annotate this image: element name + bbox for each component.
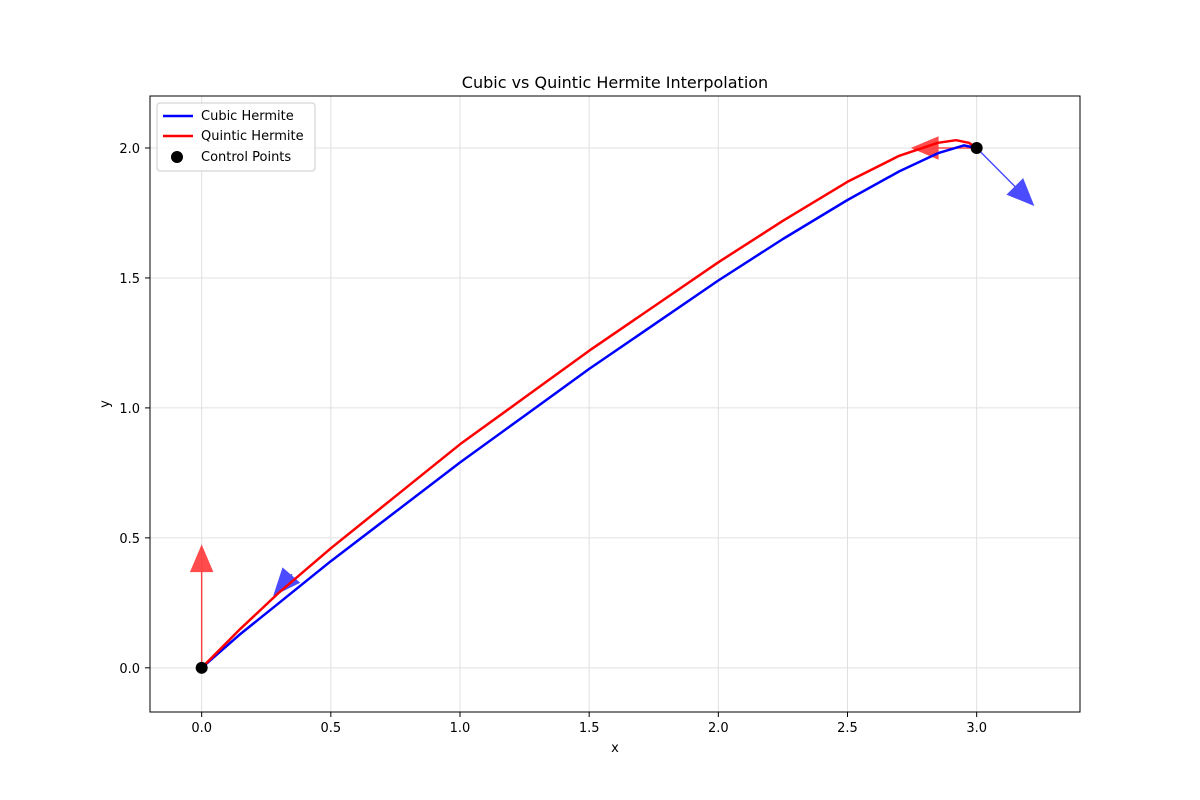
legend-box [156, 102, 316, 172]
y-axis-label: y [98, 400, 113, 408]
y-axis: 0.0 0.5 1.0 1.5 2.0 [119, 142, 150, 677]
x-tick-label: 0.0 [191, 721, 212, 736]
x-tick-label: 2.0 [708, 721, 729, 736]
x-tick-label: 3.0 [966, 721, 987, 736]
x-tick-label: 0.5 [320, 721, 341, 736]
chart-title: Cubic vs Quintic Hermite Interpolation [462, 73, 768, 92]
x-tick-label: 1.0 [450, 721, 471, 736]
plot-area [189, 136, 1035, 674]
tangent-arrow [976, 147, 1035, 207]
y-tick-label: 0.0 [119, 662, 140, 677]
x-tick-label: 1.5 [579, 721, 600, 736]
x-tick-label: 2.5 [837, 721, 858, 736]
legend-marker-control-points [171, 151, 183, 163]
y-tick-label: 1.5 [119, 272, 140, 287]
legend-label-quintic: Quintic Hermite [201, 129, 304, 144]
quintic-hermite-line [200, 138, 978, 669]
cubic-hermite-line [200, 144, 977, 669]
x-axis: 0.0 0.5 1.0 1.5 2.0 2.5 3.0 [191, 712, 987, 736]
grid [150, 96, 1080, 712]
legend-label-control-points: Control Points [201, 150, 291, 165]
legend-label-cubic: Cubic Hermite [201, 109, 294, 124]
y-tick-label: 0.5 [119, 532, 140, 547]
x-axis-label: x [611, 741, 619, 756]
y-tick-label: 1.0 [119, 402, 140, 417]
axes-frame [149, 95, 1081, 713]
legend: Cubic Hermite Quintic Hermite Control Po… [156, 102, 316, 172]
tangent-arrow [189, 544, 214, 668]
tangent-arrow [273, 567, 301, 597]
control-point [970, 141, 983, 154]
y-tick-label: 2.0 [119, 142, 140, 157]
control-point [195, 661, 208, 674]
